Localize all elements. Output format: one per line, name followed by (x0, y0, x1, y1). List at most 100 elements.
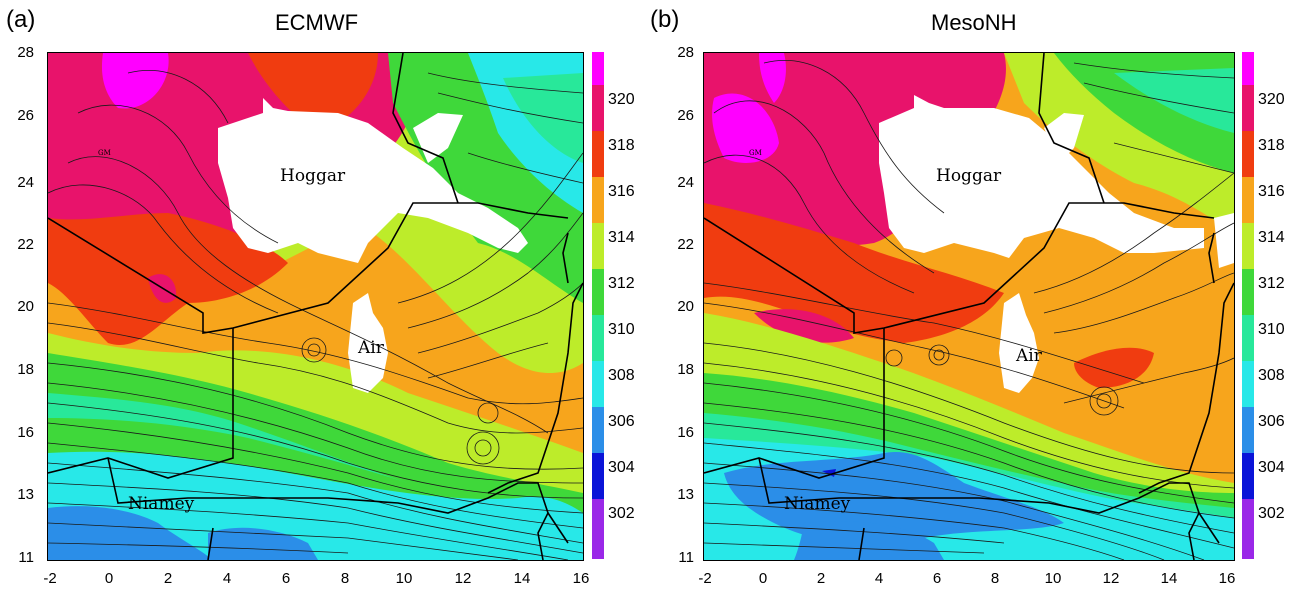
field-318 (704, 53, 1006, 246)
streamlines (704, 60, 1234, 560)
colorbar-swatch (592, 269, 604, 315)
colorbar-swatch (592, 131, 604, 177)
x-tick: 4 (222, 570, 232, 587)
panel-title: ECMWF (275, 10, 359, 35)
colorbar-label: 304 (1258, 459, 1285, 476)
colorbar (592, 52, 604, 559)
country-borders (704, 53, 1234, 560)
terrain-mask-hoggar (879, 95, 1204, 258)
colorbar-label: 320 (608, 91, 635, 108)
label-hoggar: Hoggar (280, 166, 346, 186)
colorbar-swatch (1242, 131, 1254, 177)
y-tick: 28 (677, 44, 694, 61)
colorbar-swatch (1242, 223, 1254, 269)
field-308 (503, 73, 583, 163)
colorbar-label: 314 (608, 229, 635, 246)
colorbar-label: 306 (608, 413, 635, 430)
colorbar-swatch (1242, 85, 1254, 131)
y-tick: 18 (677, 361, 694, 378)
colorbar-label: 320 (1258, 91, 1285, 108)
field-304 (822, 469, 836, 477)
colorbar-swatch (1242, 407, 1254, 453)
field-320 (101, 53, 169, 109)
colorbar-label: 302 (608, 505, 635, 522)
colorbar-swatch (592, 407, 604, 453)
x-tick: 4 (874, 570, 884, 587)
colorbar-label: 316 (1258, 183, 1285, 200)
colorbar-label: 318 (608, 137, 635, 154)
field-308-ne (1114, 68, 1234, 133)
colorbar-swatch (592, 52, 604, 85)
colorbar-label: 312 (1258, 275, 1285, 292)
map-area: Hoggar Air Niamey GM (47, 52, 584, 561)
y-tick: 24 (677, 174, 694, 191)
label-niamey: Niamey (784, 494, 851, 514)
field-318-patch (754, 309, 854, 343)
x-tick: -2 (43, 570, 57, 587)
x-tick: -2 (698, 570, 712, 587)
x-tick: 0 (104, 570, 114, 587)
panel-ecmwf: (a) ECMWF 28 26 24 22 20 18 16 13 11 -2 … (6, 6, 635, 587)
x-tick: 10 (395, 570, 413, 587)
colorbar-swatch (592, 315, 604, 361)
colorbar-swatch (1242, 361, 1254, 407)
y-tick: 26 (17, 107, 34, 124)
colorbar-label: 308 (608, 367, 635, 384)
colorbar-swatch (592, 499, 604, 559)
y-tick: 13 (677, 486, 694, 503)
x-tick: 0 (758, 570, 768, 587)
x-tick: 16 (572, 570, 590, 587)
colorbar-swatch (592, 453, 604, 499)
terrain-mask-hoggar (218, 98, 528, 263)
colorbar (1242, 52, 1254, 559)
panel-title: MesoNH (931, 10, 1017, 35)
y-tick: 26 (677, 107, 694, 124)
colorbar-swatch (1242, 453, 1254, 499)
colorbar-label: 318 (1258, 137, 1285, 154)
y-tick: 16 (677, 424, 694, 441)
label-hoggar: Hoggar (936, 166, 1002, 186)
field-316-red (704, 203, 1004, 343)
y-tick: 22 (677, 236, 694, 253)
colorbar-swatch (1242, 269, 1254, 315)
field-316 (248, 53, 378, 133)
y-tick: 11 (18, 549, 34, 566)
x-tick: 2 (816, 570, 826, 587)
x-tick: 6 (932, 570, 942, 587)
colorbar-label: 310 (1258, 321, 1285, 338)
x-tick: 14 (513, 570, 531, 587)
field-306-south (48, 451, 583, 560)
colorbar-swatch (592, 177, 604, 223)
terrain-mask-air (999, 293, 1039, 393)
y-tick: 16 (17, 424, 34, 441)
streamlines (48, 70, 583, 560)
field-306-patch (208, 527, 318, 560)
country-borders (48, 53, 583, 560)
colorbar-swatch (1242, 499, 1254, 559)
x-tick: 6 (281, 570, 291, 587)
label-gm: GM (749, 149, 762, 157)
field-320-b (759, 53, 786, 103)
colorbar-label: 310 (608, 321, 635, 338)
colorbar-swatch (1242, 177, 1254, 223)
x-tick: 12 (454, 570, 472, 587)
panel-letter: (a) (6, 6, 36, 33)
colorbar-label: 312 (608, 275, 635, 292)
colorbar-label: 304 (608, 459, 635, 476)
colorbar-swatch (592, 223, 604, 269)
y-tick: 11 (678, 549, 694, 566)
field-308-band (48, 393, 408, 483)
colorbar-swatch (1242, 52, 1254, 85)
x-tick: 10 (1044, 570, 1062, 587)
colorbar-label: 316 (608, 183, 635, 200)
terrain-mask-ne (1044, 113, 1084, 163)
label-air: Air (1015, 346, 1043, 366)
x-tick: 16 (1218, 570, 1236, 587)
y-tick: 20 (677, 298, 694, 315)
temperature-map: Hoggar Air Niamey GM (704, 53, 1234, 560)
field-320 (712, 93, 779, 163)
x-tick: 2 (163, 570, 173, 587)
y-tick: 22 (17, 236, 34, 253)
label-gm: GM (98, 149, 111, 157)
x-tick: 14 (1160, 570, 1178, 587)
